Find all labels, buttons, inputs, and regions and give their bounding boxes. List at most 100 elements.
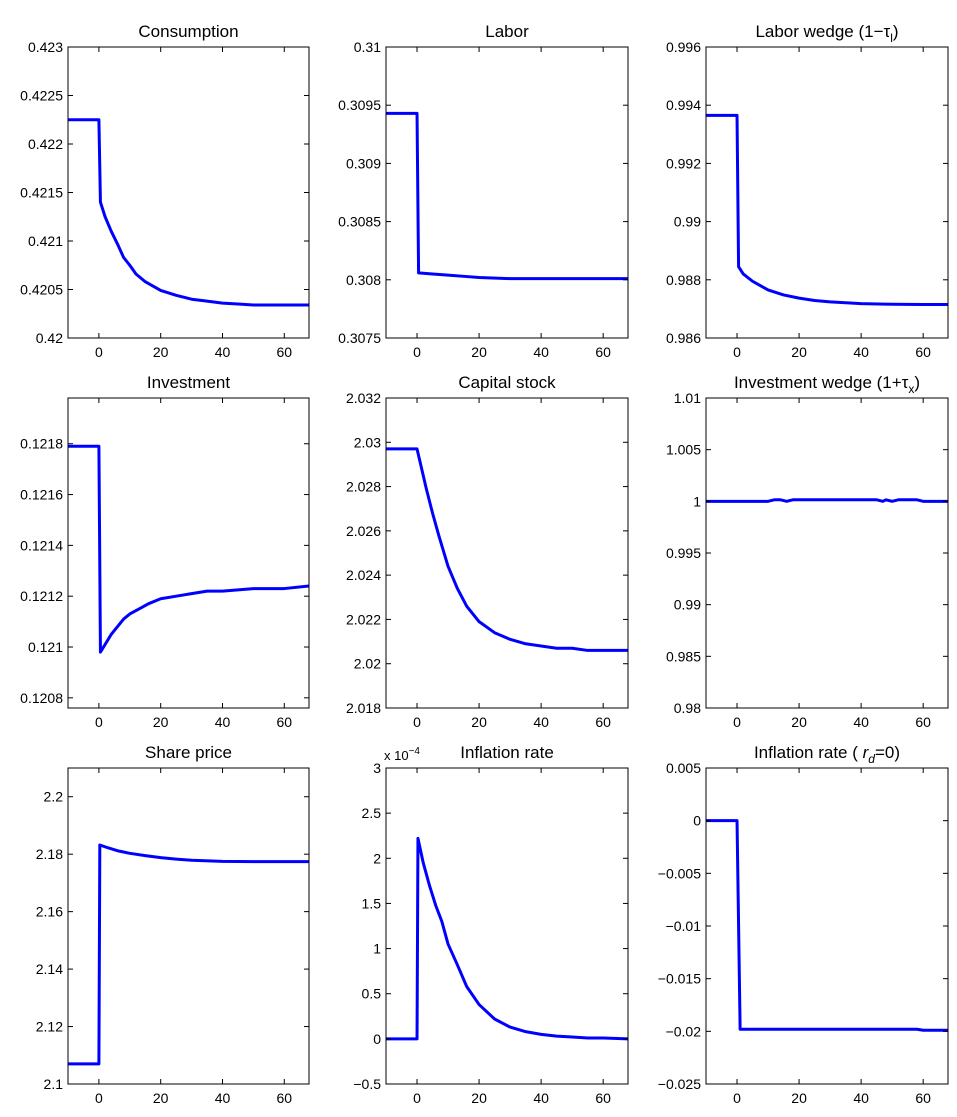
y-tick-label: 0.994 [666,97,701,113]
y-tick-label: 0.99 [674,214,701,230]
series-line-1 [386,111,628,281]
y-tick-label: 0.3075 [338,330,381,346]
panel-4: 0 20 40 60 0.1208 0.121 0.1212 0.1214 0.1216 0.12… [20,373,310,730]
panel-title: Investment [147,373,230,392]
y-tick-label: −0.025 [658,1076,701,1092]
x-tick-label: 60 [276,344,292,360]
x-tick-label: 60 [595,1090,611,1106]
y-tick-label: 2.03 [354,434,381,450]
y-tick-label: 0.99 [674,597,701,613]
y-axis-multiplier: x 10−4 [384,746,420,763]
y-tick-label: −0.01 [666,918,702,934]
y-tick-label: −0.005 [658,865,701,881]
x-tick-label: 60 [276,714,292,730]
panel-title-suffix: =0) [875,743,900,762]
y-tick-label: 1 [693,493,701,509]
y-tick-label: 0.4225 [20,88,63,104]
axes-frame [705,397,949,709]
x-tick-label: 20 [153,714,169,730]
y-tick-label: 2.022 [346,611,381,627]
y-tick-label: 0.4205 [20,282,63,298]
x-tick-label: 40 [853,344,869,360]
panel-title-main: Investment [147,373,230,392]
y-tick-label: 0.1212 [20,588,63,604]
x-tick-label: 40 [215,344,231,360]
panel-title: Share price [145,743,232,762]
series-line-1 [386,836,628,1041]
x-tick-label: 40 [853,1090,869,1106]
panel-title-main: Labor wedge (1−τ [755,22,890,41]
x-tick-label: 0 [413,344,421,360]
y-tick-label: 1.5 [362,895,382,911]
panel-1: 0 20 40 60 0.42 0.4205 0.421 0.4215 0.422 0.4225 0… [20,22,310,360]
axes-frame [67,767,310,1085]
x-tick-label: 40 [215,1090,231,1106]
y-tick-label: 2 [373,850,381,866]
panel-title: Consumption [138,22,238,41]
x-tick-label: 0 [413,1090,421,1106]
panel-title-main: Labor [485,22,529,41]
y-tick-label: 0.3095 [338,97,381,113]
axes-frame [385,397,629,709]
x-tick-label: 20 [791,344,807,360]
panel-6: 0 20 40 60 0.98 0.985 0.99 0.995 1 1.005 1.01 Inves… [666,373,949,730]
y-tick-label: 0.5 [362,986,382,1002]
x-tick-label: 0 [733,344,741,360]
y-tick-label: 0.121 [28,639,63,655]
x-tick-label: 60 [915,1090,931,1106]
y-tick-label: 2.18 [36,846,63,862]
panel-7: 0 20 40 60 2.1 2.12 2.14 2.16 2.18 2.2 Share price [36,743,310,1106]
x-tick-label: 20 [471,1090,487,1106]
y-tick-label: 0.996 [666,39,701,55]
axes-frame [67,46,310,339]
y-tick-label: 2.1 [44,1076,64,1092]
panel-title-main: Share price [145,743,232,762]
x-tick-label: 20 [471,714,487,730]
y-tick-label: 0.423 [28,39,63,55]
panel-title: Inflation rate ( rd=0) [754,743,900,766]
y-tick-label: 0.1218 [20,436,63,452]
x-tick-label: 60 [915,714,931,730]
axes-frame [705,46,949,339]
y-tick-label: 0.308 [346,272,381,288]
axes-frame [67,397,310,709]
x-tick-label: 40 [215,714,231,730]
panel-title-subscript: d [868,752,875,766]
y-tick-label: 2.14 [36,961,63,977]
panel-title: Labor wedge (1−τl) [755,22,898,45]
y-tick-label: 0.992 [666,155,701,171]
panel-title-main: Investment wedge (1+τ [734,373,909,392]
panel-title-main: Capital stock [458,373,556,392]
series-line-1 [386,447,628,652]
y-tick-label: 2.12 [36,1019,63,1035]
x-tick-label: 20 [153,344,169,360]
x-tick-label: 20 [471,344,487,360]
panel-title-subscript: x [908,382,914,396]
panel-title: Investment wedge (1+τx) [734,373,920,396]
y-tick-label: 1.005 [666,442,701,458]
x-tick-label: 40 [533,1090,549,1106]
x-tick-label: 0 [413,714,421,730]
panel-title: Inflation rate [460,743,554,762]
x-tick-label: 20 [153,1090,169,1106]
x-tick-label: 60 [915,344,931,360]
y-axis-multiplier-base: x 10 [384,748,409,763]
x-tick-label: 0 [733,1090,741,1106]
y-tick-label: 2.16 [36,904,63,920]
axes-frame [385,46,629,339]
y-tick-label: 2.018 [346,700,381,716]
panel-title-suffix: ) [914,373,920,392]
y-tick-label: 0.422 [28,136,63,152]
y-tick-label: 0.1208 [20,690,63,706]
panel-title-italic: r [863,743,870,762]
y-tick-label: −0.5 [353,1076,381,1092]
y-tick-label: 0 [373,1031,381,1047]
panel-title: Capital stock [458,373,556,392]
x-tick-label: 0 [95,714,103,730]
x-tick-label: 0 [95,1090,103,1106]
panel-title-main: Inflation rate [460,743,554,762]
y-tick-label: 0.985 [666,648,701,664]
y-tick-label: 2.02 [354,656,381,672]
y-tick-label: 3 [373,760,381,776]
